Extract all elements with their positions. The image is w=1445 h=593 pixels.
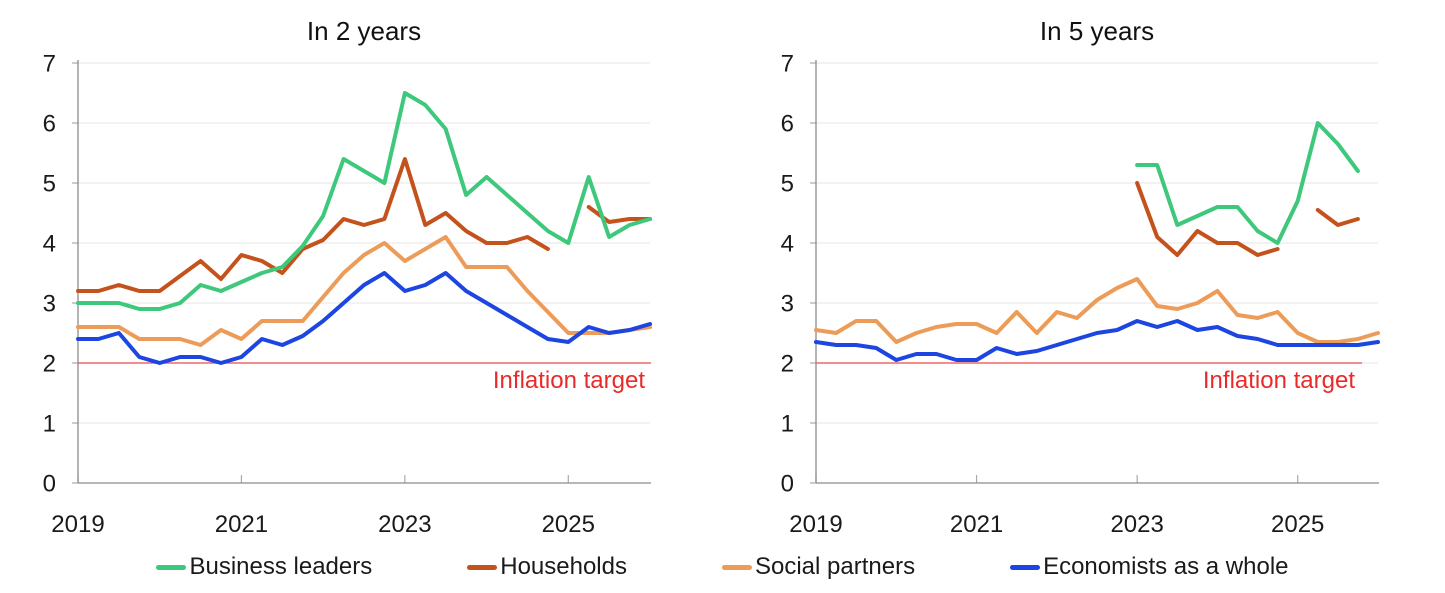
y-tick-label: 4 (43, 231, 56, 258)
series-line-business-leaders (1135, 121, 1360, 245)
legend-label: Households (500, 553, 627, 580)
y-tick-label: 5 (781, 171, 794, 198)
series-line-households (1135, 181, 1360, 257)
series-line-economists-as-a-whole (814, 319, 1380, 362)
x-tick-label: 2021 (950, 511, 1003, 538)
x-tick-label: 2021 (215, 511, 268, 538)
x-tick-label: 2019 (789, 511, 842, 538)
x-tick-label: 2023 (1110, 511, 1163, 538)
households-line-swatch-icon (467, 564, 498, 570)
x-tick-label: 2023 (378, 511, 431, 538)
series-line-social-partners (814, 277, 1380, 344)
business-leaders-line-swatch-icon (156, 564, 187, 570)
y-tick-label: 0 (781, 471, 794, 498)
legend-item-households: Households (467, 553, 627, 581)
chart-title-in-2-years: In 2 years (306, 16, 422, 46)
series-line-households (76, 157, 652, 293)
y-tick-label: 6 (781, 111, 794, 138)
y-tick-label: 7 (781, 51, 794, 78)
plot-in-5-years: 0 1 2 3 4 5 6 7 2019 2021 2023 2025 (781, 51, 1380, 538)
series-line-social-partners (76, 235, 652, 347)
series-line-business-leaders (76, 91, 652, 311)
legend-label: Social partners (754, 553, 916, 580)
legend-item-economists: Economists as a whole (1010, 553, 1289, 581)
y-tick-label: 4 (781, 231, 794, 258)
inflation-target-label-right: Inflation target (1202, 367, 1355, 394)
y-tick-label: 3 (43, 291, 56, 318)
y-tick-label: 3 (781, 291, 794, 318)
inflation-target-label-left: Inflation target (492, 367, 645, 394)
economists-line-swatch-icon (1010, 564, 1041, 570)
legend-item-business-leaders: Business leaders (156, 553, 372, 581)
x-tick-label: 2025 (1271, 511, 1324, 538)
plot-in-2-years: 0 1 2 3 4 5 6 7 2019 2021 2023 2025 (43, 51, 652, 538)
x-tick-label: 2025 (542, 511, 595, 538)
legend-label: Economists as a whole (1043, 553, 1289, 580)
y-tick-label: 1 (43, 411, 56, 438)
legend: Business leaders Households Social partn… (0, 548, 1445, 586)
x-tick-label: 2019 (51, 511, 104, 538)
y-tick-label: 2 (781, 351, 794, 378)
chart-title-in-5-years: In 5 years (1039, 16, 1155, 46)
legend-item-social-partners: Social partners (721, 553, 916, 581)
y-tick-label: 1 (781, 411, 794, 438)
y-tick-label: 2 (43, 351, 56, 378)
y-tick-label: 7 (43, 51, 56, 78)
series-line-economists-as-a-whole (76, 271, 652, 365)
y-tick-label: 6 (43, 111, 56, 138)
legend-label: Business leaders (189, 553, 373, 580)
y-tick-label: 0 (43, 471, 56, 498)
social-partners-line-swatch-icon (721, 564, 752, 570)
y-tick-label: 5 (43, 171, 56, 198)
